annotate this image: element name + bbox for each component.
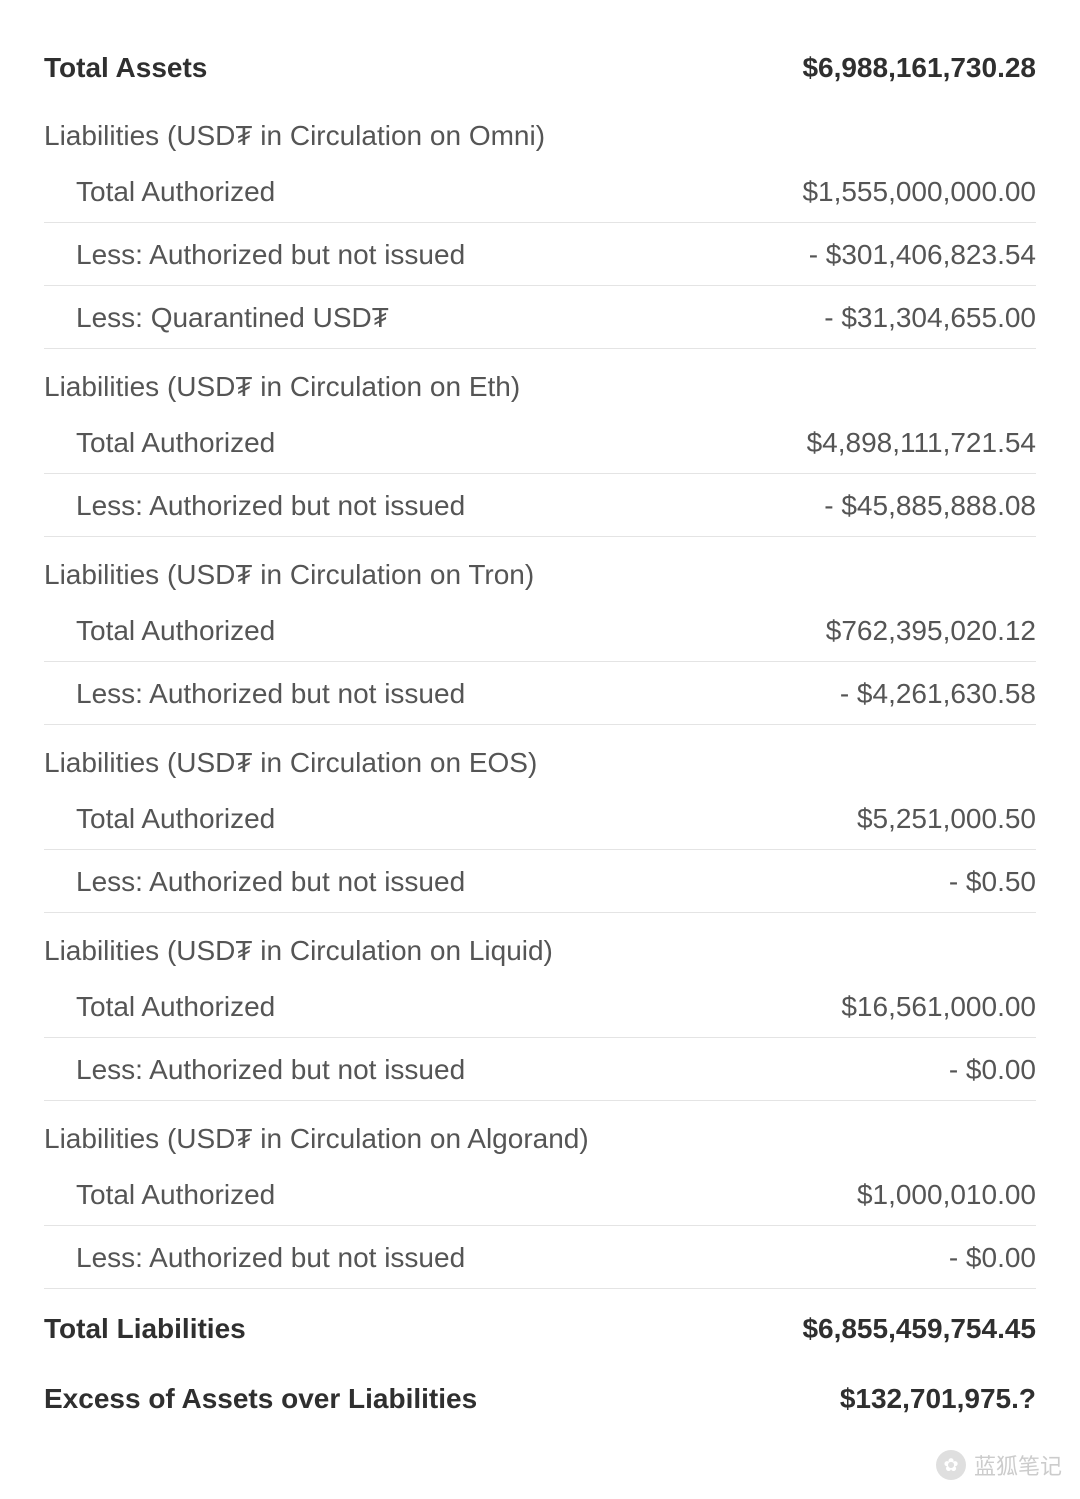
row-value: - $4,261,630.58 (840, 678, 1036, 710)
row-value: $1,000,010.00 (857, 1179, 1036, 1211)
table-row: Total Authorized $1,000,010.00 (44, 1163, 1036, 1226)
section-title-label: Liabilities (USD₮ in Circulation on EOS) (44, 747, 537, 779)
table-row: Less: Quarantined USD₮ - $31,304,655.00 (44, 286, 1036, 349)
section-title-label: Liabilities (USD₮ in Circulation on Algo… (44, 1123, 589, 1155)
table-row: Total Authorized $4,898,111,721.54 (44, 411, 1036, 474)
section-title: Liabilities (USD₮ in Circulation on Tron… (44, 537, 1036, 599)
row-label: Total Authorized (44, 615, 275, 647)
total-assets-value: $6,988,161,730.28 (802, 52, 1036, 84)
row-label: Less: Quarantined USD₮ (44, 302, 389, 334)
section-title-label: Liabilities (USD₮ in Circulation on Liqu… (44, 935, 553, 967)
watermark-text: 蓝狐笔记 (974, 1449, 1062, 1481)
row-value: $16,561,000.00 (841, 991, 1036, 1023)
total-liabilities-value: $6,855,459,754.45 (802, 1313, 1036, 1345)
row-label: Total Authorized (44, 1179, 275, 1211)
excess-row: Excess of Assets over Liabilities $132,7… (44, 1359, 1036, 1429)
row-value: - $301,406,823.54 (809, 239, 1036, 271)
section-title: Liabilities (USD₮ in Circulation on EOS) (44, 725, 1036, 787)
row-label: Less: Authorized but not issued (44, 678, 465, 710)
excess-label: Excess of Assets over Liabilities (44, 1383, 477, 1415)
total-liabilities-label: Total Liabilities (44, 1313, 246, 1345)
total-liabilities-row: Total Liabilities $6,855,459,754.45 (44, 1289, 1036, 1359)
row-label: Less: Authorized but not issued (44, 1054, 465, 1086)
total-assets-label: Total Assets (44, 52, 207, 84)
table-row: Total Authorized $5,251,000.50 (44, 787, 1036, 850)
row-value: - $0.50 (949, 866, 1036, 898)
balance-sheet: Total Assets $6,988,161,730.28 Liabiliti… (0, 0, 1080, 1489)
row-label: Total Authorized (44, 803, 275, 835)
row-value: $5,251,000.50 (857, 803, 1036, 835)
table-row: Total Authorized $762,395,020.12 (44, 599, 1036, 662)
row-value: - $0.00 (949, 1054, 1036, 1086)
table-row: Less: Authorized but not issued - $0.00 (44, 1038, 1036, 1101)
section-title-label: Liabilities (USD₮ in Circulation on Omni… (44, 120, 545, 152)
table-row: Total Authorized $16,561,000.00 (44, 975, 1036, 1038)
section-title-label: Liabilities (USD₮ in Circulation on Eth) (44, 371, 520, 403)
table-row: Less: Authorized but not issued - $4,261… (44, 662, 1036, 725)
table-row: Total Authorized $1,555,000,000.00 (44, 160, 1036, 223)
row-label: Less: Authorized but not issued (44, 866, 465, 898)
watermark-icon: ✿ (936, 1450, 966, 1480)
row-value: - $45,885,888.08 (824, 490, 1036, 522)
row-value: $1,555,000,000.00 (802, 176, 1036, 208)
row-value: - $31,304,655.00 (824, 302, 1036, 334)
row-value: $762,395,020.12 (826, 615, 1036, 647)
section-title: Liabilities (USD₮ in Circulation on Omni… (44, 98, 1036, 160)
row-label: Total Authorized (44, 176, 275, 208)
table-row: Less: Authorized but not issued - $45,88… (44, 474, 1036, 537)
row-value: - $0.00 (949, 1242, 1036, 1274)
table-row: Less: Authorized but not issued - $0.00 (44, 1226, 1036, 1289)
row-value: $4,898,111,721.54 (807, 427, 1036, 459)
row-label: Less: Authorized but not issued (44, 490, 465, 522)
row-label: Less: Authorized but not issued (44, 239, 465, 271)
excess-value: $132,701,975.? (840, 1383, 1036, 1415)
watermark: ✿ 蓝狐笔记 (936, 1449, 1062, 1481)
total-assets-row: Total Assets $6,988,161,730.28 (44, 36, 1036, 98)
section-title: Liabilities (USD₮ in Circulation on Algo… (44, 1101, 1036, 1163)
row-label: Less: Authorized but not issued (44, 1242, 465, 1274)
section-title: Liabilities (USD₮ in Circulation on Eth) (44, 349, 1036, 411)
table-row: Less: Authorized but not issued - $301,4… (44, 223, 1036, 286)
table-row: Less: Authorized but not issued - $0.50 (44, 850, 1036, 913)
row-label: Total Authorized (44, 991, 275, 1023)
section-title: Liabilities (USD₮ in Circulation on Liqu… (44, 913, 1036, 975)
section-title-label: Liabilities (USD₮ in Circulation on Tron… (44, 559, 534, 591)
row-label: Total Authorized (44, 427, 275, 459)
